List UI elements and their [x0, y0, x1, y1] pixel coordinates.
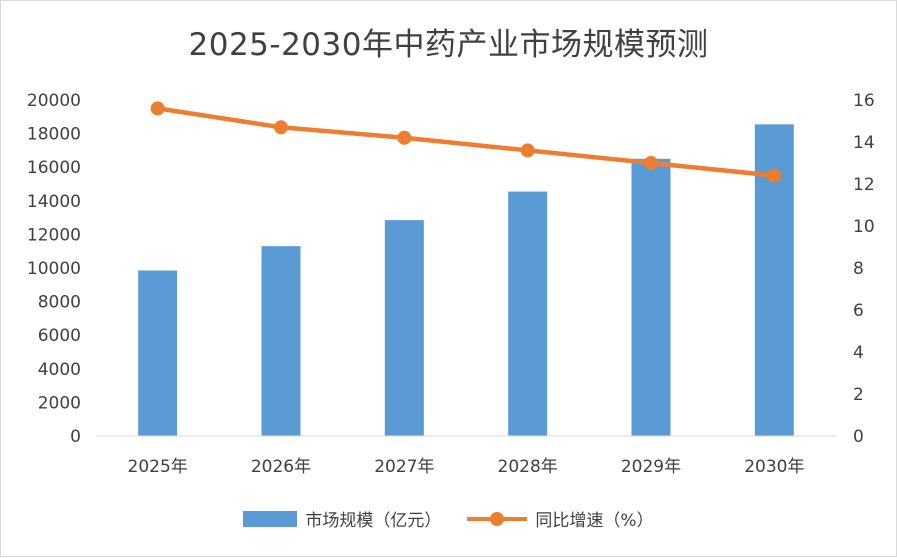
x-tick-label: 2026年 [251, 457, 311, 477]
left-tick-label: 10000 [27, 259, 81, 279]
left-tick-label: 8000 [38, 293, 81, 313]
right-tick-label: 10 [853, 217, 875, 237]
bar-series [138, 124, 794, 437]
legend: 市场规模（亿元） 同比增速（%） [1, 506, 896, 531]
bar-2026年 [261, 246, 301, 436]
left-tick-label: 0 [70, 427, 81, 447]
bar-2025年 [138, 270, 178, 436]
right-tick-label: 4 [853, 343, 864, 363]
left-tick-label: 16000 [27, 158, 81, 178]
left-tick-label: 12000 [27, 225, 81, 245]
right-tick-label: 12 [853, 175, 875, 195]
legend-swatch-line [467, 511, 528, 527]
left-tick-label: 6000 [38, 326, 81, 346]
chart-title: 2025-2030年中药产业市场规模预测 [188, 27, 709, 63]
bar-2029年 [631, 158, 671, 437]
right-tick-label: 16 [853, 91, 875, 111]
x-axis: 2025年 2026年 2027年 2028年 2029年 2030年 [128, 457, 805, 477]
legend-label-line: 同比增速（%） [535, 511, 654, 531]
x-tick-label: 2030年 [744, 457, 804, 477]
growth-point-2029年 [644, 156, 658, 170]
x-tick-label: 2029年 [621, 457, 681, 477]
growth-point-2028年 [520, 143, 535, 158]
x-tick-label: 2027年 [374, 457, 434, 477]
left-tick-label: 20000 [27, 91, 81, 111]
growth-point-2030年 [767, 168, 782, 183]
line-series [150, 101, 782, 183]
legend-label-bar: 市场规模（亿元） [305, 511, 442, 531]
growth-line [155, 106, 777, 178]
left-axis: 0 2000 4000 6000 8000 10000 12000 14000 16000 180… [27, 91, 81, 447]
right-tick-label: 2 [853, 385, 864, 405]
left-tick-label: 18000 [27, 125, 81, 145]
growth-point-2026年 [274, 120, 288, 135]
right-tick-label: 14 [853, 133, 875, 153]
left-tick-label: 14000 [27, 192, 81, 212]
legend-swatch-bar [243, 510, 298, 527]
bar-2027年 [384, 220, 424, 436]
left-tick-label: 2000 [38, 393, 81, 413]
legend-item-bar: 市场规模（亿元） [243, 506, 441, 531]
right-axis: 0 2 4 6 8 10 12 14 16 [853, 91, 875, 447]
legend-item-line: 同比增速（%） [467, 506, 654, 531]
left-tick-label: 4000 [38, 360, 81, 380]
growth-point-2027年 [397, 130, 412, 145]
x-tick-label: 2028年 [498, 457, 558, 477]
bar-2028年 [508, 191, 548, 436]
x-tick-label: 2025年 [128, 457, 188, 477]
right-tick-label: 0 [853, 427, 864, 447]
right-tick-label: 6 [853, 301, 864, 321]
growth-point-2025年 [150, 101, 165, 116]
right-tick-label: 8 [853, 259, 864, 279]
